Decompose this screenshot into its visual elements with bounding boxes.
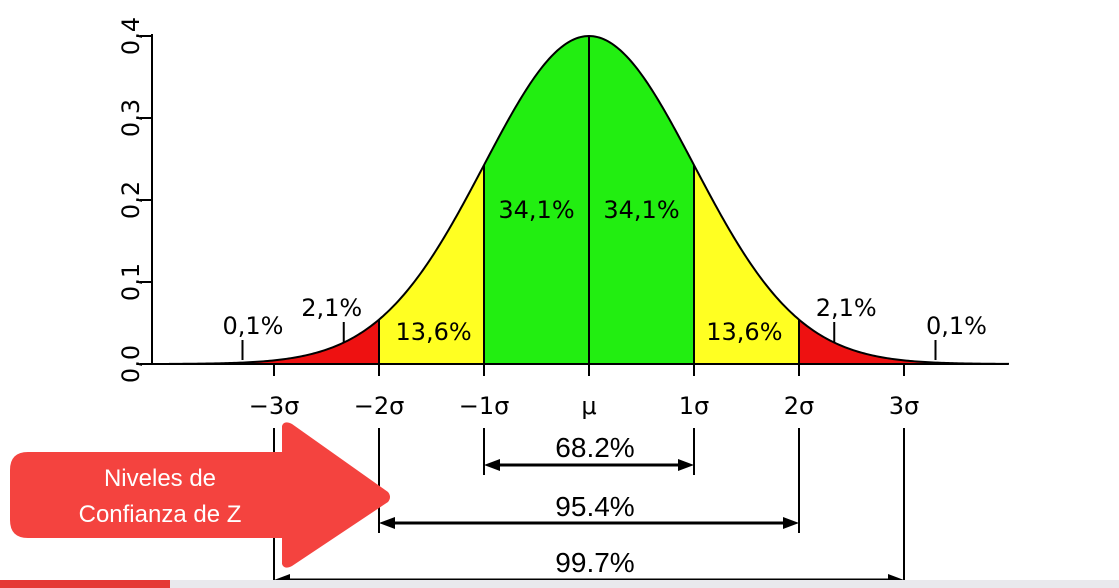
y-tick-label: 0,1 (117, 263, 145, 301)
span-label: 95.4% (555, 491, 634, 522)
callout-line-1: Niveles de (104, 465, 216, 492)
region-fill-5 (799, 319, 904, 364)
x-tick-label: μ (581, 392, 596, 420)
region-labels: 2,1% 13,6% 34,1% 34,1% 13,6% 2,1% 0,1% 0,1% (223, 196, 987, 360)
y-tick-label: 0,4 (117, 17, 145, 55)
span-arrowhead-left (484, 459, 500, 471)
region-label-4: 13,6% (706, 318, 782, 346)
region-label-3: 34,1% (603, 196, 679, 224)
callout-arrow: Niveles de Confianza de Z (10, 422, 390, 568)
region-label-1: 13,6% (395, 318, 471, 346)
tail-label-right: 0,1% (926, 312, 987, 340)
span-label: 99.7% (555, 547, 634, 578)
x-tick-label: −3σ (249, 392, 300, 420)
y-tick-label: 0,3 (117, 99, 145, 137)
x-tick-label: 2σ (784, 392, 814, 420)
span-arrowhead-right (783, 517, 799, 529)
tail-label-left: 0,1% (223, 312, 284, 340)
curve-layer (168, 34, 1010, 365)
y-tick-label: 0,2 (117, 181, 145, 219)
axes: 0,0 0,1 0,2 0,3 0,4 −3σ −2σ −1σ μ 1σ 2σ 3σ (117, 17, 1008, 420)
span-arrowhead-left (379, 517, 395, 529)
span-arrowhead-right (678, 459, 694, 471)
region-label-5: 2,1% (816, 294, 877, 322)
bottom-decor (0, 580, 1119, 588)
region-label-0: 2,1% (301, 294, 362, 322)
bottom-bar-red (0, 580, 170, 588)
callout-line-2: Confianza de Z (79, 501, 242, 528)
bottom-bar-grey (170, 580, 1119, 588)
region-fill-0 (274, 319, 379, 364)
region-label-2: 34,1% (498, 196, 574, 224)
y-tick-label: 0,0 (117, 345, 145, 383)
x-tick-label: 3σ (889, 392, 919, 420)
x-tick-label: 1σ (679, 392, 709, 420)
x-tick-label: −1σ (459, 392, 510, 420)
x-tick-label: −2σ (354, 392, 405, 420)
callout-arrow-shape (10, 422, 390, 568)
span-label: 68.2% (555, 432, 634, 463)
